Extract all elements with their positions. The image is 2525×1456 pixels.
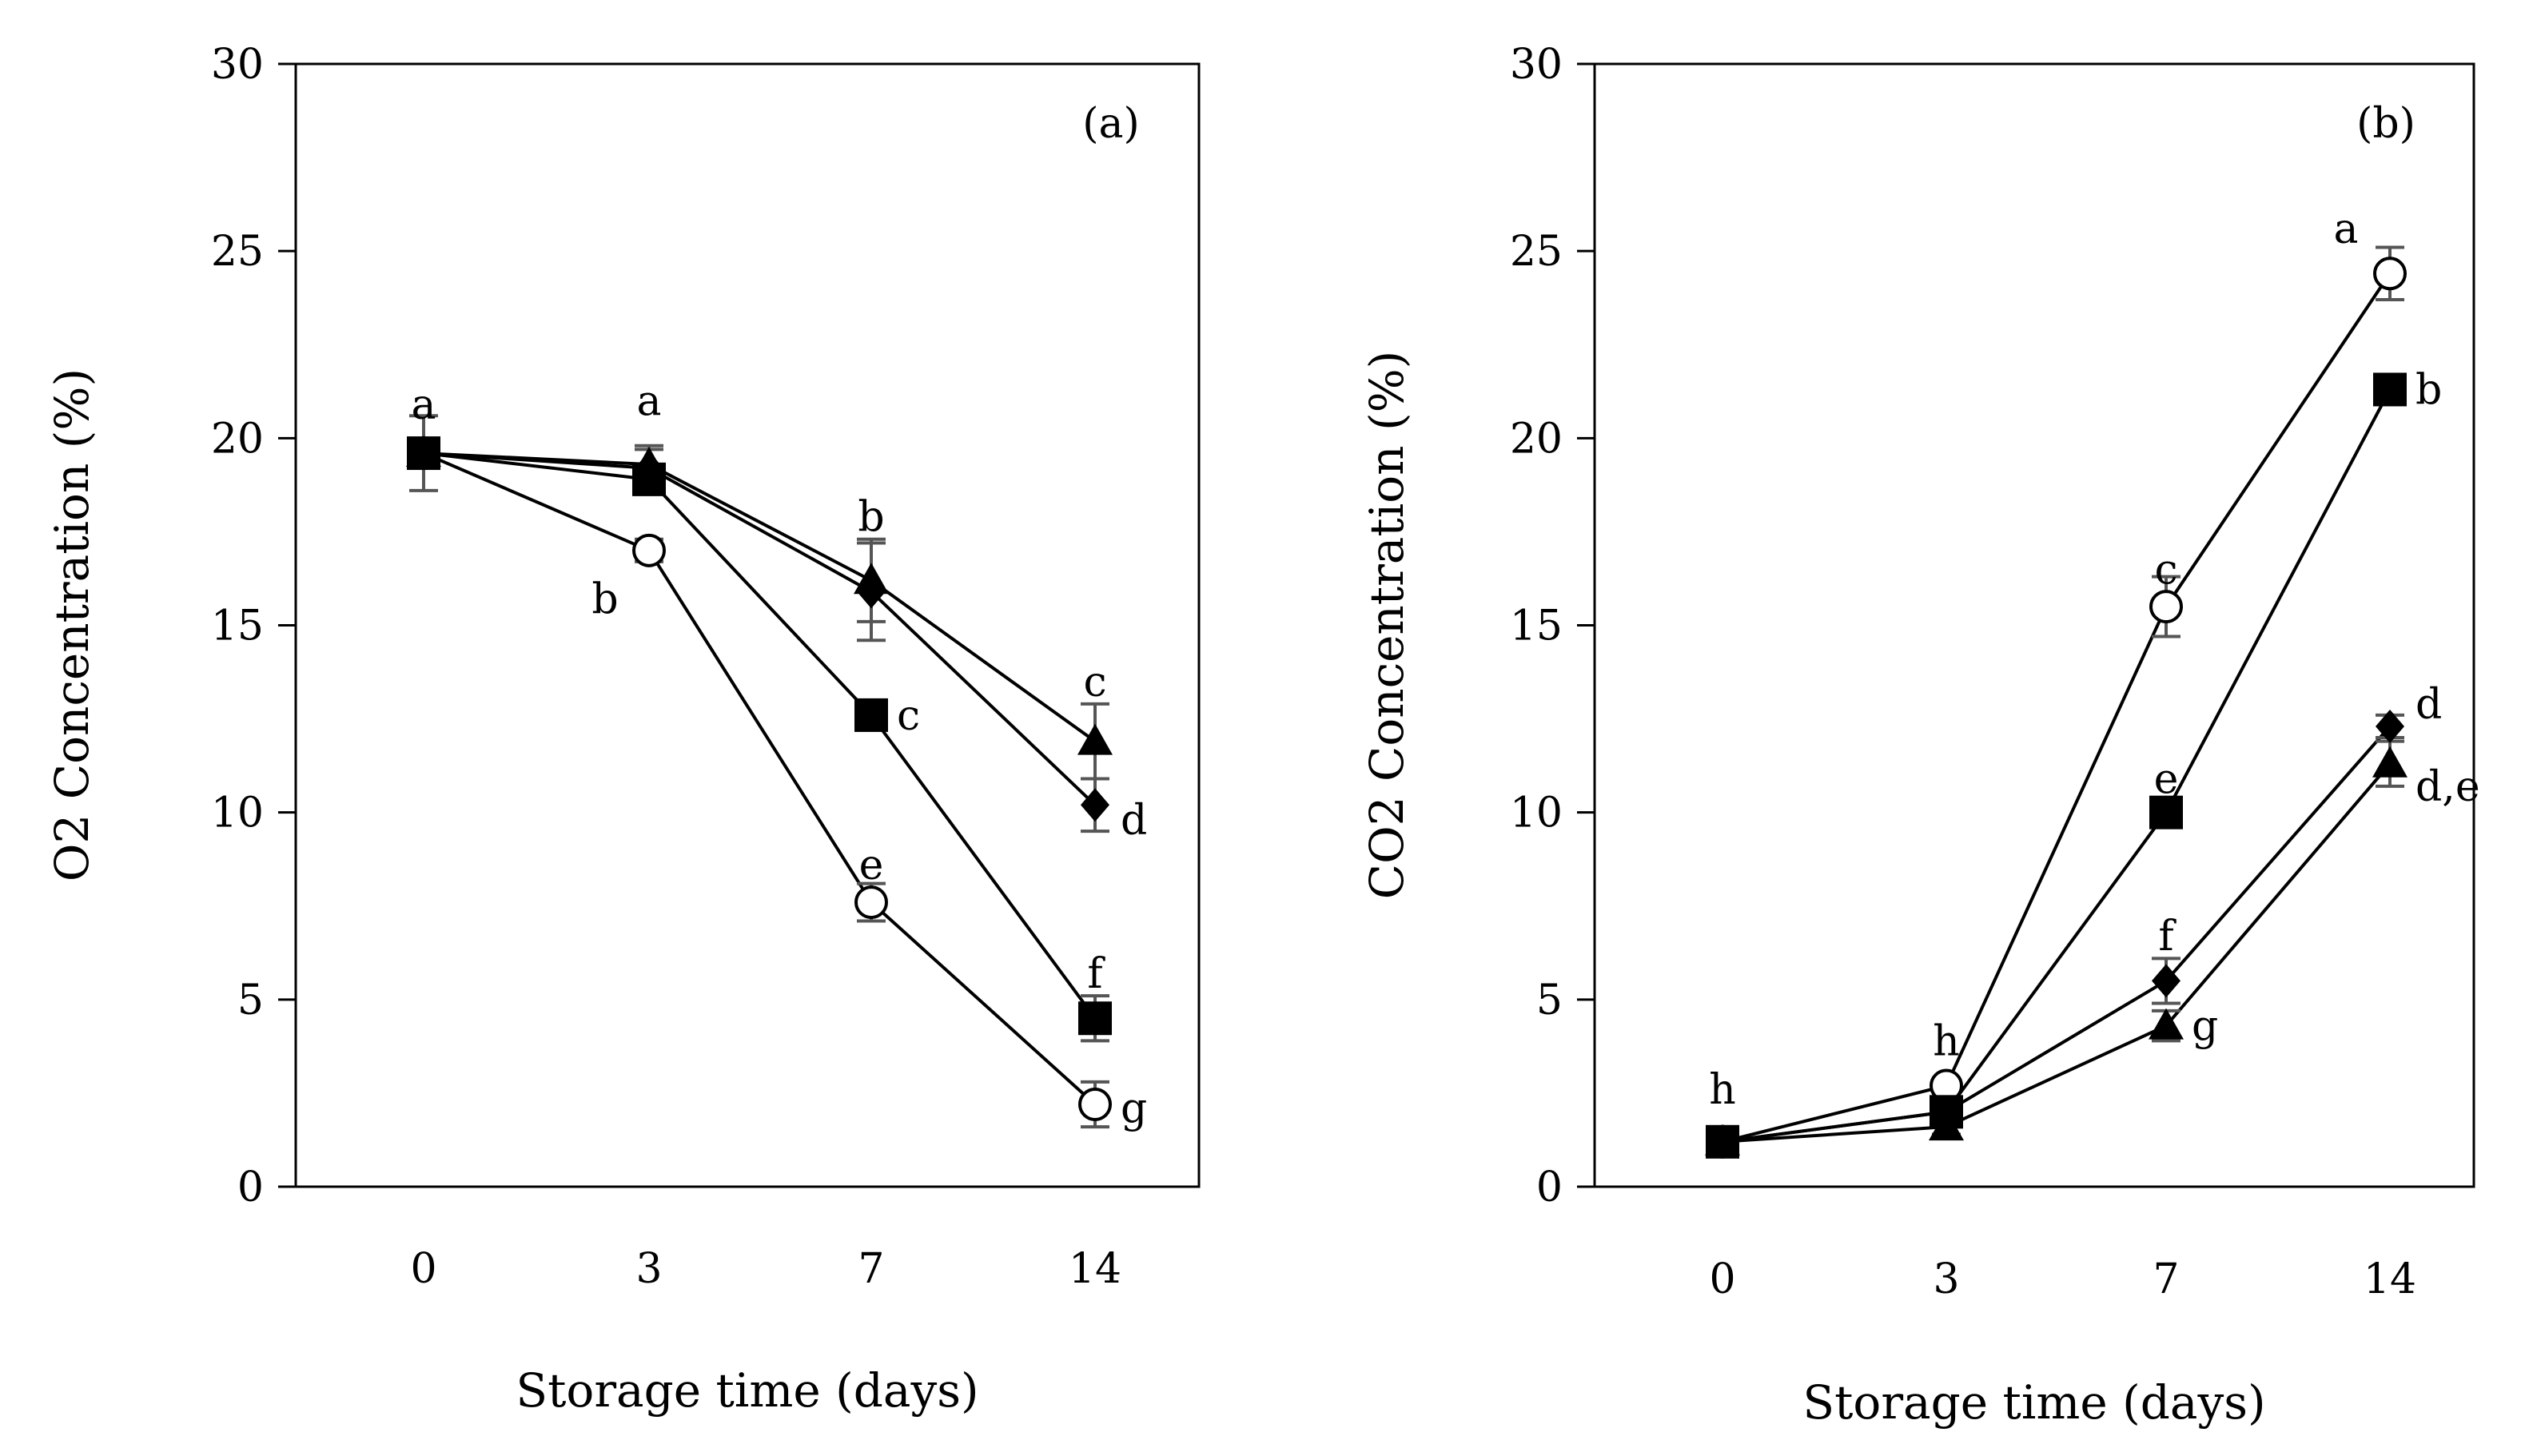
x-tick-labels-a: 0 3 7 14 xyxy=(410,1245,1121,1293)
data-point-a-triangle-3 xyxy=(631,447,667,479)
y-tick-label-a-20: 20 xyxy=(211,415,264,463)
x-axis-title-b: Storage time (days) xyxy=(1802,1375,2265,1430)
data-point-b-circle-open-14 xyxy=(2373,257,2407,291)
y-tick-label-b-20: 20 xyxy=(1510,415,1563,463)
panel-b-co2-chart: 0 5 10 15 20 25 30 0 3 7 14 h h c e fg a b d d,e (b) Stor… xyxy=(1360,41,2480,1430)
sig-letter-b-7: b xyxy=(2415,366,2442,414)
data-point-b-diamond-7 xyxy=(2152,964,2181,998)
sig-letter-a-7: d xyxy=(1121,797,1147,845)
series-group-a xyxy=(406,414,1113,1129)
y-tick-label-b-5: 5 xyxy=(1536,977,1563,1024)
sig-letter-b-3: e xyxy=(2154,756,2179,804)
sig-letter-b-4: f xyxy=(2158,913,2177,961)
sig-letter-a-9: g xyxy=(1121,1085,1147,1133)
sig-letter-a-2: b xyxy=(591,576,618,624)
sig-letter-b-1: h xyxy=(1933,1017,1960,1065)
sig-letter-a-8: f xyxy=(1087,950,1105,998)
x-tick-label-b-0: 0 xyxy=(1709,1255,1735,1303)
significance-letters-b: h h c e fg a b d d,e xyxy=(1709,205,2479,1114)
sig-letter-a-1: a xyxy=(636,378,661,426)
data-point-a-triangle-14 xyxy=(1077,723,1113,755)
series-line-a-square xyxy=(423,452,1097,1020)
y-tick-label-a-25: 25 xyxy=(211,228,264,276)
x-tick-label-a-0: 0 xyxy=(410,1245,436,1293)
series-line-a-triangle xyxy=(423,452,1097,743)
sig-letter-b-5: g xyxy=(2192,1003,2218,1051)
data-point-b-circle-open-7 xyxy=(2149,590,2183,624)
y-tick-label-b-0: 0 xyxy=(1536,1164,1563,1211)
y-tick-label-a-15: 15 xyxy=(211,603,264,650)
x-tick-label-a-7: 7 xyxy=(858,1245,884,1293)
data-point-a-circle-open-14 xyxy=(1078,1087,1112,1121)
data-point-a-triangle-0 xyxy=(406,436,441,467)
x-tick-label-b-14: 14 xyxy=(2364,1255,2416,1303)
plot-frame-a xyxy=(294,62,1201,1188)
data-point-b-triangle-14 xyxy=(2372,746,2408,778)
series-line-b-square xyxy=(1722,388,2392,1144)
data-point-a-circle-open-7 xyxy=(854,885,888,920)
series-line-b-diamond xyxy=(1722,725,2392,1144)
y-tick-labels-b: 0 5 10 15 20 25 30 xyxy=(1510,41,1563,1211)
series-group-b xyxy=(1705,245,2408,1159)
data-point-b-triangle-7 xyxy=(2149,1008,2184,1040)
data-point-b-square-14 xyxy=(2373,372,2407,407)
data-point-a-triangle-7 xyxy=(854,563,889,595)
panel-a-o2-chart: 0 5 10 15 20 25 30 0 3 7 14 a a b b c e c d f g (a) Storag… xyxy=(45,41,1201,1418)
x-tick-labels-b: 0 3 7 14 xyxy=(1709,1255,2416,1303)
data-point-b-triangle-0 xyxy=(1705,1124,1740,1156)
y-tick-labels-a: 0 5 10 15 20 25 30 xyxy=(211,41,264,1211)
y-tick-label-b-25: 25 xyxy=(1510,228,1563,276)
sig-letter-a-0: a xyxy=(411,381,436,429)
sig-letter-b-2: c xyxy=(2154,546,2177,594)
y-tick-marks-a xyxy=(278,62,296,1188)
sig-letter-b-0: h xyxy=(1709,1066,1736,1114)
significance-letters-a: a a b b c e c d f g xyxy=(411,378,1147,1133)
sig-letter-b-8: d xyxy=(2415,681,2442,729)
y-tick-label-a-10: 10 xyxy=(211,790,264,837)
sig-letter-a-3: b xyxy=(858,494,884,542)
data-point-a-diamond-14 xyxy=(1081,788,1109,822)
y-axis-title-b: CO2 Concentration (%) xyxy=(1360,351,1414,900)
data-point-b-triangle-3 xyxy=(1929,1109,1964,1141)
y-tick-label-a-30: 30 xyxy=(211,41,264,89)
x-tick-label-b-7: 7 xyxy=(2153,1255,2179,1303)
data-point-b-square-7 xyxy=(2149,795,2183,829)
sig-letter-b-9: d,e xyxy=(2415,763,2480,811)
y-tick-marks-b xyxy=(1577,62,1595,1188)
y-axis-title-a: O2 Concentration (%) xyxy=(45,368,99,881)
x-tick-label-a-3: 3 xyxy=(635,1245,662,1293)
x-axis-title-a: Storage time (days) xyxy=(516,1363,978,1418)
x-tick-label-b-3: 3 xyxy=(1933,1255,1959,1303)
y-tick-label-b-30: 30 xyxy=(1510,41,1563,89)
data-point-b-diamond-14 xyxy=(2376,709,2404,743)
sig-letter-a-6: c xyxy=(1083,658,1106,706)
x-tick-label-a-14: 14 xyxy=(1069,1245,1121,1293)
data-point-a-square-14 xyxy=(1078,1001,1112,1036)
sig-letter-a-4: c xyxy=(897,692,920,740)
data-point-a-square-7 xyxy=(854,698,888,732)
panel-label-a: (a) xyxy=(1082,100,1140,148)
y-tick-label-a-5: 5 xyxy=(237,977,264,1024)
series-line-a-circle-open xyxy=(423,452,1097,1106)
series-line-b-triangle xyxy=(1722,762,2392,1144)
sig-letter-a-5: e xyxy=(859,841,884,889)
series-line-b-circle-open xyxy=(1722,273,2392,1144)
sig-letter-b-6: a xyxy=(2333,205,2358,253)
data-point-a-circle-open-3 xyxy=(632,533,666,567)
series-line-a-diamond xyxy=(423,452,1097,806)
panel-label-b: (b) xyxy=(2356,100,2415,148)
y-tick-label-b-10: 10 xyxy=(1510,790,1563,837)
y-tick-label-a-0: 0 xyxy=(237,1164,264,1211)
y-tick-label-b-15: 15 xyxy=(1510,603,1563,650)
